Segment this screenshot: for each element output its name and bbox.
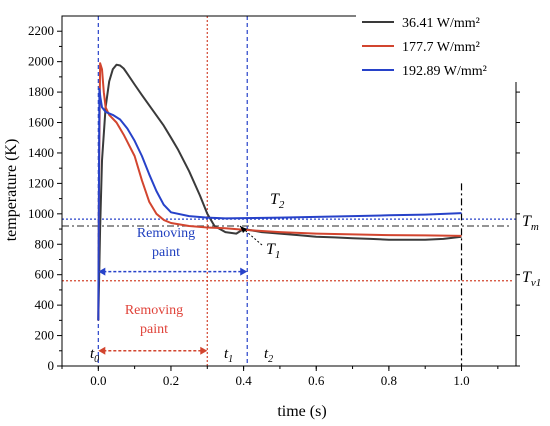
removing-paint-red-arrow-left (98, 346, 106, 355)
annotation-Tv1: Tv1 (522, 269, 541, 289)
y-axis-title: temperature (K) (3, 139, 20, 242)
y-tick-label-3: 600 (35, 267, 55, 282)
axes: 0 200 400 600 800 1000 1200 1400 1600 1800 2000 220… (28, 15, 520, 388)
removing-paint-blue-arrow-right (240, 267, 248, 276)
removing-paint-red-line1: Removing (125, 303, 183, 318)
x-tick-label-3: 0.4 (235, 373, 252, 388)
x-tick-label-2: 0.2 (163, 373, 179, 388)
T1-pointer-head (240, 226, 247, 233)
y-tick-label-10: 2000 (28, 54, 54, 69)
series-line-1 (97, 63, 462, 321)
x-tick-label-5: 0.8 (381, 373, 397, 388)
y-tick-label-8: 1600 (28, 115, 54, 130)
y-tick-label-1: 200 (35, 328, 55, 343)
legend-label-2: 177.7 W/mm² (402, 40, 480, 55)
annotation-Tm: Tm (522, 213, 539, 233)
removing-paint-red-line2: paint (140, 322, 168, 337)
legend-label-3: 192.89 W/mm² (402, 64, 487, 79)
removing-paint-blue-line1: Removing (137, 226, 195, 241)
x-axis-title: time (s) (277, 403, 326, 420)
axes-frame (61, 15, 517, 367)
removing-paint-blue-line2: paint (152, 245, 180, 260)
annotation-T2: T2 (270, 191, 285, 211)
series-layer (97, 62, 462, 321)
annotations: T2 T1 Tm Tv1 t0 t1 t2 Removing paint Removing pain… (90, 191, 541, 365)
y-tick-label-6: 1200 (28, 175, 54, 190)
removing-paint-blue-arrow-left (98, 267, 106, 276)
annotation-t2: t2 (264, 346, 273, 365)
series-line-2 (97, 62, 462, 321)
y-tick-label-7: 1400 (28, 145, 54, 160)
x-tick-label-6: 1.0 (453, 373, 469, 388)
annotation-T1: T1 (266, 241, 280, 261)
y-tick-label-5: 1000 (28, 206, 54, 221)
removing-paint-red-arrow-right (200, 346, 208, 355)
annotation-t1: t1 (224, 346, 233, 365)
y-tick-label-9: 1800 (28, 84, 54, 99)
legend-label-1: 36.41 W/mm² (402, 16, 480, 31)
y-tick-label-4: 800 (35, 236, 55, 251)
y-tick-label-0: 0 (48, 358, 55, 373)
x-tick-label-4: 0.6 (308, 373, 325, 388)
legend: 36.41 W/mm² 177.7 W/mm² 192.89 W/mm² (356, 8, 524, 82)
x-tick-label-1: 0.0 (90, 373, 106, 388)
series-line-3 (97, 88, 462, 321)
y-tick-label-11: 2200 (28, 23, 54, 38)
annotation-t0: t0 (90, 346, 99, 365)
y-tick-label-2: 400 (35, 297, 55, 312)
